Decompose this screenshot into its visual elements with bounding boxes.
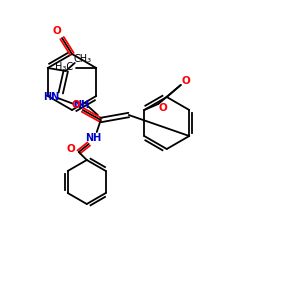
Text: O: O — [66, 144, 75, 154]
Text: O: O — [182, 76, 190, 86]
Text: O: O — [159, 103, 168, 113]
Text: NH: NH — [85, 133, 101, 143]
Text: O: O — [71, 100, 80, 110]
Text: H₃C: H₃C — [55, 62, 73, 72]
Text: O: O — [52, 26, 62, 36]
Text: CH₃: CH₃ — [74, 54, 92, 64]
Text: HN: HN — [43, 92, 59, 102]
Text: NH: NH — [73, 100, 89, 110]
